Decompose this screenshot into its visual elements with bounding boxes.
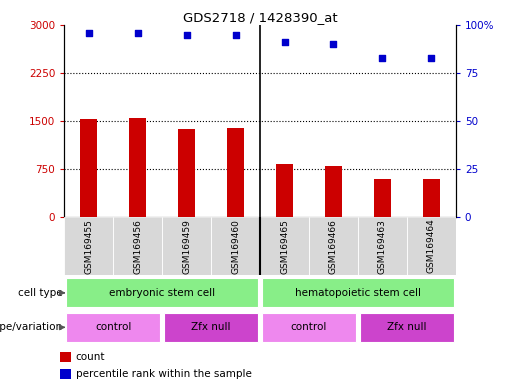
Point	[427, 55, 435, 61]
Text: hematopoietic stem cell: hematopoietic stem cell	[295, 288, 421, 298]
Bar	[260, 217, 309, 275]
Bar	[360, 313, 454, 342]
Bar	[129, 118, 146, 217]
Text: genotype/variation: genotype/variation	[0, 322, 62, 333]
Bar	[64, 217, 113, 275]
Point	[182, 31, 191, 38]
Bar	[309, 217, 358, 275]
Bar	[374, 179, 391, 217]
Text: GSM169465: GSM169465	[280, 219, 289, 273]
Bar	[262, 278, 454, 308]
Bar	[358, 217, 407, 275]
Point	[329, 41, 337, 47]
Bar	[325, 166, 342, 217]
Bar	[407, 217, 456, 275]
Bar	[66, 313, 160, 342]
Text: GSM169466: GSM169466	[329, 219, 338, 273]
Point	[231, 31, 239, 38]
Text: percentile rank within the sample: percentile rank within the sample	[76, 369, 251, 379]
Text: GSM169459: GSM169459	[182, 219, 191, 273]
Text: cell type: cell type	[18, 288, 62, 298]
Bar	[60, 353, 71, 362]
Bar	[211, 217, 260, 275]
Bar	[80, 119, 97, 217]
Text: count: count	[76, 352, 105, 362]
Text: control: control	[95, 322, 131, 333]
Bar	[113, 217, 162, 275]
Bar	[66, 278, 258, 308]
Point	[133, 30, 142, 36]
Bar	[178, 129, 195, 217]
Text: embryonic stem cell: embryonic stem cell	[109, 288, 215, 298]
Title: GDS2718 / 1428390_at: GDS2718 / 1428390_at	[183, 11, 337, 24]
Bar	[164, 313, 258, 342]
Point	[378, 55, 386, 61]
Bar	[262, 313, 356, 342]
Text: GSM169455: GSM169455	[84, 219, 93, 273]
Bar	[276, 164, 293, 217]
Bar	[227, 128, 244, 217]
Bar	[162, 217, 211, 275]
Point	[84, 30, 93, 36]
Text: Zfx null: Zfx null	[387, 322, 426, 333]
Text: GSM169464: GSM169464	[427, 219, 436, 273]
Text: GSM169456: GSM169456	[133, 219, 142, 273]
Bar	[423, 179, 440, 217]
Text: control: control	[291, 322, 327, 333]
Text: GSM169460: GSM169460	[231, 219, 240, 273]
Point	[280, 39, 288, 45]
Bar	[60, 369, 71, 379]
Text: GSM169463: GSM169463	[378, 219, 387, 273]
Text: Zfx null: Zfx null	[192, 322, 231, 333]
